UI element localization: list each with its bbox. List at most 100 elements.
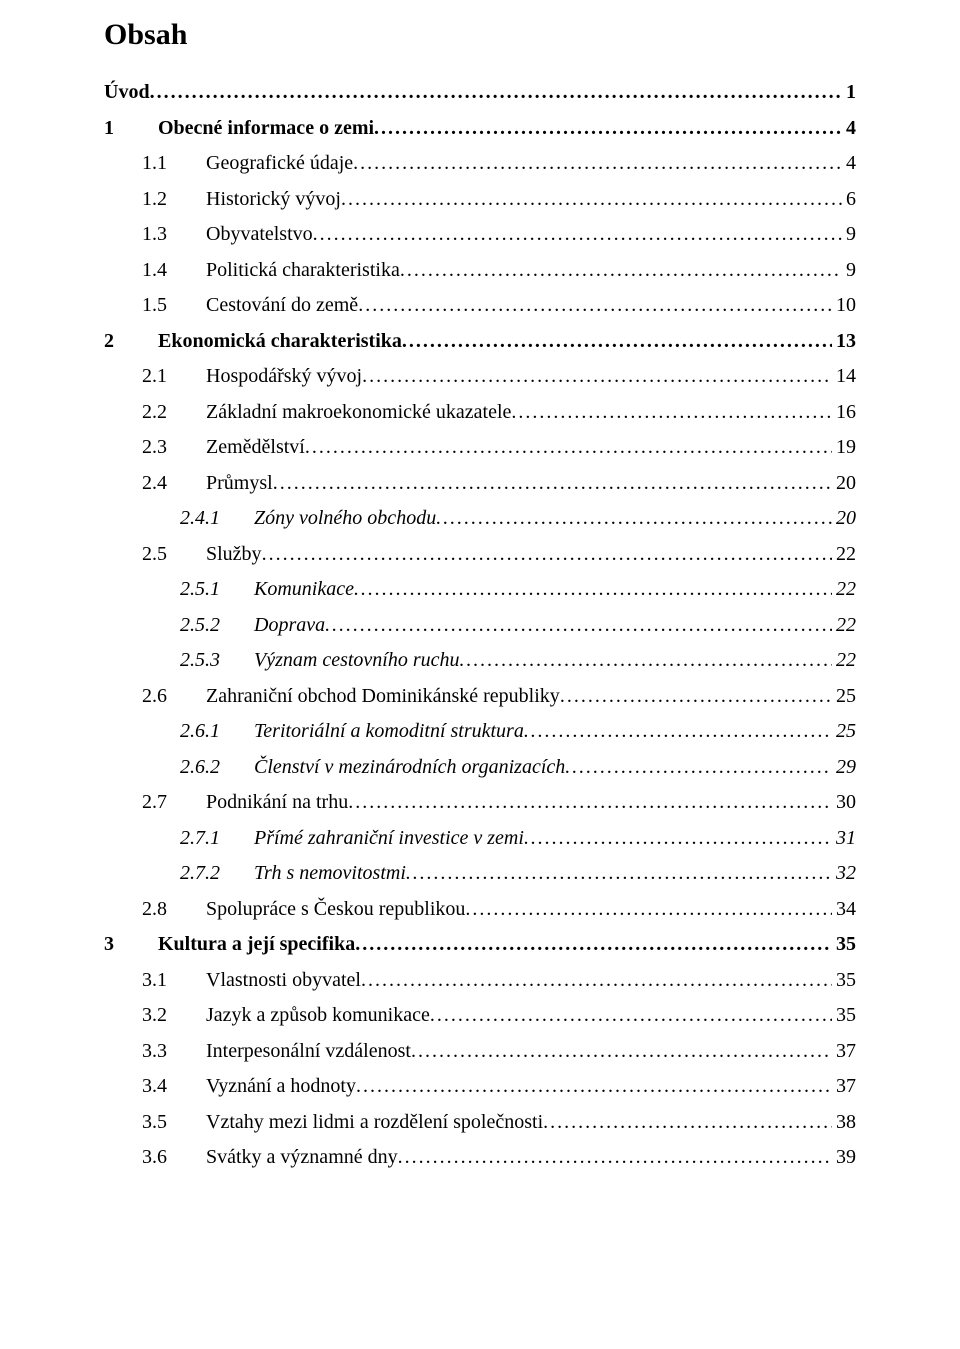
toc-entry-page: 22 xyxy=(832,650,856,670)
toc-leader-dots xyxy=(460,650,832,670)
toc-entry-label: Zemědělství xyxy=(206,437,305,457)
toc-entry-label: Cestování do země xyxy=(206,295,358,315)
toc-entry-page: 10 xyxy=(832,295,856,315)
toc-entry-label: Úvod xyxy=(104,82,150,102)
toc-entry: 1.2Historický vývoj6 xyxy=(104,189,856,209)
toc-leader-dots xyxy=(356,1076,832,1096)
toc-leader-dots xyxy=(411,1041,832,1061)
toc-entry: 1.3Obyvatelstvo9 xyxy=(104,224,856,244)
toc-leader-dots xyxy=(465,899,832,919)
toc-entry-number: 3 xyxy=(104,934,158,954)
toc-entry-page: 25 xyxy=(832,686,856,706)
toc-entry: 1.1Geografické údaje4 xyxy=(104,153,856,173)
toc-entry-label: Trh s nemovitostmi xyxy=(254,863,406,883)
toc-leader-dots xyxy=(543,1112,832,1132)
toc-entry: 3.6Svátky a významné dny39 xyxy=(104,1147,856,1167)
toc-entry-page: 20 xyxy=(832,473,856,493)
toc-entry: 2.8Spolupráce s Českou republikou34 xyxy=(104,899,856,919)
toc-entry-page: 39 xyxy=(832,1147,856,1167)
toc-leader-dots xyxy=(524,721,832,741)
toc-entry-label: Politická charakteristika xyxy=(206,260,400,280)
toc-leader-dots xyxy=(305,437,832,457)
toc-entry-page: 32 xyxy=(832,863,856,883)
toc-leader-dots xyxy=(341,189,842,209)
toc-entry-label: Svátky a významné dny xyxy=(206,1147,398,1167)
toc-leader-dots xyxy=(374,118,842,138)
toc-entry: 1Obecné informace o zemi4 xyxy=(104,118,856,138)
toc-entry-label: Přímé zahraniční investice v zemi xyxy=(254,828,524,848)
toc-entry-page: 35 xyxy=(832,970,856,990)
toc-leader-dots xyxy=(402,331,832,351)
toc-entry-page: 20 xyxy=(832,508,856,528)
toc-entry-number: 3.3 xyxy=(142,1041,206,1061)
toc-entry: 2.1Hospodářský vývoj14 xyxy=(104,366,856,386)
toc-entry-page: 37 xyxy=(832,1076,856,1096)
toc-leader-dots xyxy=(524,828,832,848)
toc-leader-dots xyxy=(355,934,832,954)
toc-leader-dots xyxy=(358,295,832,315)
toc-entry-page: 6 xyxy=(842,189,856,209)
toc-entry-page: 31 xyxy=(832,828,856,848)
toc-entry: 2.6.2Členství v mezinárodních organizací… xyxy=(104,757,856,777)
toc-entry-page: 14 xyxy=(832,366,856,386)
toc-entry: Úvod1 xyxy=(104,82,856,102)
toc-leader-dots xyxy=(436,508,832,528)
toc-entry-number: 2.5.3 xyxy=(180,650,254,670)
toc-entry-label: Základní makroekonomické ukazatele xyxy=(206,402,511,422)
toc-entry-label: Komunikace xyxy=(254,579,354,599)
toc-entry: 2.2Základní makroekonomické ukazatele16 xyxy=(104,402,856,422)
toc-entry-page: 4 xyxy=(842,153,856,173)
toc-entry: 2.7.1Přímé zahraniční investice v zemi 31 xyxy=(104,828,856,848)
toc-entry-number: 1.3 xyxy=(142,224,206,244)
toc-entry-label: Vztahy mezi lidmi a rozdělení společnost… xyxy=(206,1112,543,1132)
toc-entry-page: 4 xyxy=(842,118,856,138)
toc-entry-number: 2.5.2 xyxy=(180,615,254,635)
toc-entry-page: 35 xyxy=(832,1005,856,1025)
toc-entry-number: 2.7 xyxy=(142,792,206,812)
toc-entry: 2.5Služby22 xyxy=(104,544,856,564)
toc-entry-label: Spolupráce s Českou republikou xyxy=(206,899,465,919)
toc-entry-label: Teritoriální a komoditní struktura xyxy=(254,721,524,741)
toc-entry-page: 19 xyxy=(832,437,856,457)
toc-entry: 2.6.1Teritoriální a komoditní struktura2… xyxy=(104,721,856,741)
toc-entry-page: 35 xyxy=(832,934,856,954)
toc-entry-number: 3.2 xyxy=(142,1005,206,1025)
toc-entry-page: 13 xyxy=(832,331,856,351)
toc-entry-number: 1 xyxy=(104,118,158,138)
toc-entry: 1.5Cestování do země10 xyxy=(104,295,856,315)
toc-entry: 2.3Zemědělství19 xyxy=(104,437,856,457)
toc-entry: 2.4Průmysl20 xyxy=(104,473,856,493)
toc-entry: 3.5Vztahy mezi lidmi a rozdělení společn… xyxy=(104,1112,856,1132)
toc-entry-page: 9 xyxy=(842,260,856,280)
toc-entry-number: 3.1 xyxy=(142,970,206,990)
toc-entry-number: 2.6 xyxy=(142,686,206,706)
toc-leader-dots xyxy=(406,863,832,883)
toc-leader-dots xyxy=(325,615,832,635)
toc-entry-page: 38 xyxy=(832,1112,856,1132)
toc-leader-dots xyxy=(398,1147,832,1167)
toc-entry-number: 2.4 xyxy=(142,473,206,493)
toc-leader-dots xyxy=(400,260,842,280)
table-of-contents: Úvod11Obecné informace o zemi41.1Geograf… xyxy=(104,82,856,1167)
toc-entry-page: 22 xyxy=(832,579,856,599)
toc-leader-dots xyxy=(362,366,832,386)
toc-entry-label: Obyvatelstvo xyxy=(206,224,313,244)
toc-entry-number: 2.8 xyxy=(142,899,206,919)
toc-entry-number: 1.4 xyxy=(142,260,206,280)
toc-entry-label: Význam cestovního ruchu xyxy=(254,650,460,670)
toc-entry-label: Podnikání na trhu xyxy=(206,792,348,812)
toc-entry-number: 2.7.1 xyxy=(180,828,254,848)
toc-entry-page: 22 xyxy=(832,544,856,564)
toc-entry-page: 30 xyxy=(832,792,856,812)
toc-leader-dots xyxy=(560,686,832,706)
toc-entry-label: Kultura a její specifika xyxy=(158,934,355,954)
toc-entry-number: 2.2 xyxy=(142,402,206,422)
toc-leader-dots xyxy=(511,402,832,422)
toc-entry-number: 3.4 xyxy=(142,1076,206,1096)
toc-entry-label: Členství v mezinárodních organizacích xyxy=(254,757,565,777)
toc-title: Obsah xyxy=(104,18,856,52)
toc-entry-label: Zahraniční obchod Dominikánské republiky xyxy=(206,686,560,706)
toc-entry-label: Zóny volného obchodu xyxy=(254,508,436,528)
toc-entry-number: 2.7.2 xyxy=(180,863,254,883)
toc-leader-dots xyxy=(354,579,832,599)
